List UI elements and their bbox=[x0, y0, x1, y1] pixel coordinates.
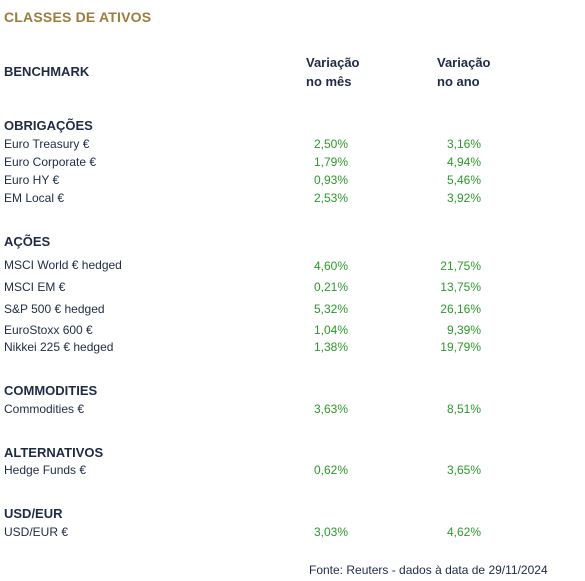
row-label: Euro Treasury € bbox=[4, 137, 90, 151]
page-title: CLASSES DE ATIVOS bbox=[4, 9, 152, 25]
month-change-header: Variação no mês bbox=[306, 53, 360, 91]
row-year-value: 5,46% bbox=[446, 173, 481, 187]
row-month-value: 5,32% bbox=[313, 302, 348, 316]
row-label: MSCI World € hedged bbox=[4, 258, 122, 272]
row-month-value: 2,53% bbox=[313, 191, 348, 205]
row-year-value: 21,75% bbox=[440, 259, 481, 273]
row-label: Commodities € bbox=[4, 402, 85, 416]
row-month-value: 1,38% bbox=[313, 340, 348, 354]
row-year-value: 8,51% bbox=[446, 402, 481, 416]
month-header-line1: Variação bbox=[306, 55, 360, 70]
row-month-value: 3,03% bbox=[313, 525, 348, 539]
row-label: MSCI EM € bbox=[4, 280, 66, 294]
row-month-value: 1,79% bbox=[313, 155, 348, 169]
row-month-value: 0,21% bbox=[313, 280, 348, 294]
row-label: Euro Corporate € bbox=[4, 155, 97, 169]
row-month-value: 4,60% bbox=[313, 259, 348, 273]
row-label: EuroStoxx 600 € bbox=[4, 323, 93, 337]
year-header-line2: no ano bbox=[437, 74, 480, 89]
row-month-value: 1,04% bbox=[313, 323, 348, 337]
row-year-value: 9,39% bbox=[446, 323, 481, 337]
row-year-value: 4,62% bbox=[446, 525, 481, 539]
row-year-value: 3,16% bbox=[446, 137, 481, 151]
row-month-value: 0,93% bbox=[313, 173, 348, 187]
section-title-obrigacoes: OBRIGAÇÕES bbox=[4, 118, 93, 133]
row-year-value: 13,75% bbox=[440, 280, 481, 294]
row-year-value: 3,65% bbox=[446, 463, 481, 477]
row-label: Hedge Funds € bbox=[4, 463, 87, 477]
section-title-usd-eur: USD/EUR bbox=[4, 506, 63, 521]
row-label: Nikkei 225 € hedged bbox=[4, 340, 114, 354]
row-year-value: 26,16% bbox=[440, 302, 481, 316]
month-header-line2: no mês bbox=[306, 74, 352, 89]
section-title-commodities: COMMODITIES bbox=[4, 383, 98, 398]
row-year-value: 4,94% bbox=[446, 155, 481, 169]
section-title-acoes: AÇÕES bbox=[4, 234, 51, 249]
row-year-value: 19,79% bbox=[440, 340, 481, 354]
row-month-value: 0,62% bbox=[313, 463, 348, 477]
row-label: Euro HY € bbox=[4, 173, 60, 187]
row-month-value: 2,50% bbox=[313, 137, 348, 151]
row-label: S&P 500 € hedged bbox=[4, 302, 105, 316]
benchmark-header: BENCHMARK bbox=[4, 64, 90, 79]
section-title-alternativos: ALTERNATIVOS bbox=[4, 445, 104, 460]
row-label: EM Local € bbox=[4, 191, 65, 205]
year-header-line1: Variação bbox=[437, 55, 491, 70]
year-change-header: Variação no ano bbox=[437, 53, 491, 91]
row-label: USD/EUR € bbox=[4, 525, 69, 539]
row-year-value: 3,92% bbox=[446, 191, 481, 205]
row-month-value: 3,63% bbox=[313, 402, 348, 416]
source-note: Fonte: Reuters - dados à data de 29/11/2… bbox=[309, 563, 548, 577]
